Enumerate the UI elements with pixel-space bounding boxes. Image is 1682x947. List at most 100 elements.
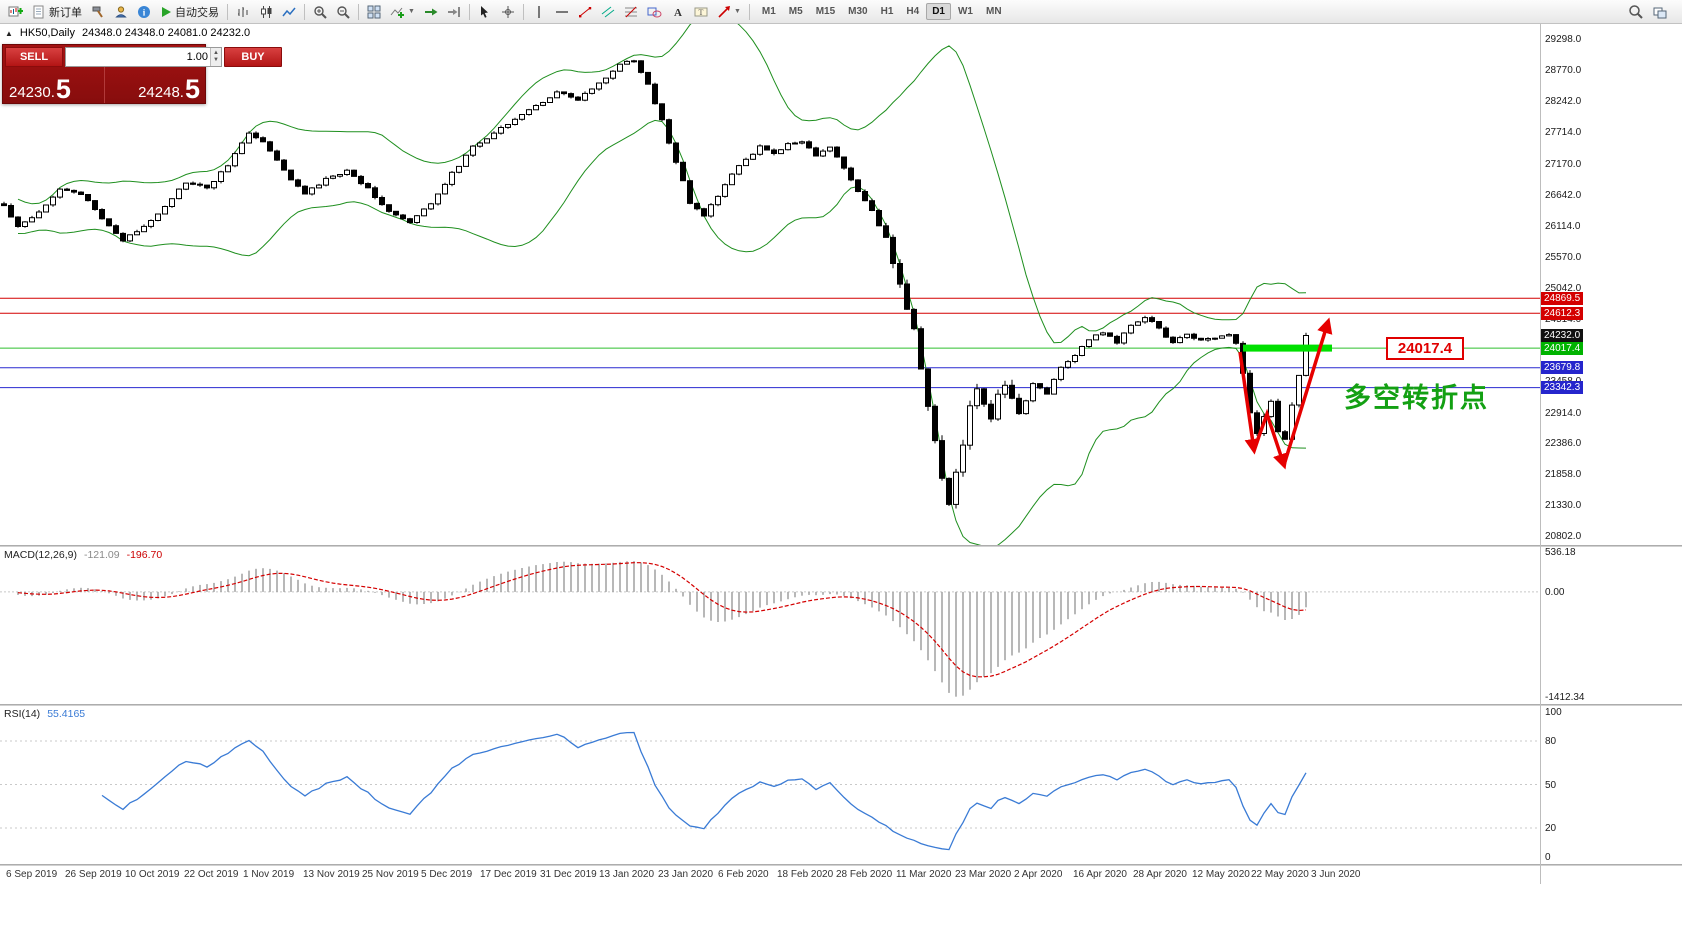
sell-button[interactable]: SELL (5, 47, 63, 67)
price-axis-label: 27714.0 (1545, 127, 1582, 138)
toolbar-separator (468, 3, 470, 20)
price-callout-box[interactable]: 24017.4 (1386, 337, 1464, 360)
toolbar-separator (227, 3, 228, 20)
trendline-icon[interactable] (574, 2, 596, 22)
macd-label: MACD(12,26,9) (4, 549, 77, 561)
rsi-panel[interactable] (0, 706, 1540, 864)
date-axis-label: 22 May 2020 (1251, 869, 1309, 880)
rsi-axis-label: 20 (1545, 823, 1557, 834)
date-axis-label: 25 Nov 2019 (362, 869, 419, 880)
info-icon[interactable]: i (133, 2, 155, 22)
timeframe-m15[interactable]: M15 (815, 6, 836, 17)
timeframe-h4[interactable]: H4 (906, 6, 920, 17)
indicators-icon[interactable]: ▼ (386, 2, 419, 22)
price-axis-label: 22914.0 (1545, 408, 1582, 419)
date-axis-label: 26 Sep 2019 (65, 869, 122, 880)
date-axis-label: 1 Nov 2019 (243, 869, 295, 880)
buy-price-main: 24248. (138, 84, 184, 101)
date-axis-label: 13 Nov 2019 (303, 869, 360, 880)
new-order-button[interactable]: 新订单 (28, 2, 86, 22)
horizontal-line-icon[interactable] (551, 2, 573, 22)
timeframe-d1[interactable]: D1 (926, 3, 951, 20)
vertical-line-icon[interactable] (528, 2, 550, 22)
svg-text:A: A (674, 7, 682, 19)
date-axis-label: 31 Dec 2019 (540, 869, 597, 880)
price-scale-border (1540, 24, 1541, 884)
svg-text:i: i (143, 7, 146, 17)
rsi-label: RSI(14) (4, 708, 41, 720)
panel-separator[interactable] (0, 545, 1682, 547)
fibonacci-icon[interactable] (620, 2, 642, 22)
volume-box: ▲ ▼ (65, 47, 222, 67)
buy-button[interactable]: BUY (224, 47, 282, 67)
volume-down-icon[interactable]: ▼ (213, 57, 219, 63)
macd-axis-label: -1412.34 (1545, 692, 1585, 703)
timeframe-m5[interactable]: M5 (788, 6, 803, 17)
date-axis-label: 23 Jan 2020 (658, 869, 714, 880)
tile-windows-icon[interactable] (363, 2, 385, 22)
trend-arrow-annotation[interactable] (1238, 317, 1333, 470)
volume-input[interactable] (66, 48, 210, 66)
timeframe-m30[interactable]: M30 (848, 6, 868, 17)
timeframe-w1[interactable]: W1 (957, 6, 973, 17)
volume-up-icon[interactable]: ▲ (213, 50, 219, 56)
price-axis-label: 29298.0 (1545, 34, 1582, 45)
macd-main-value: -121.09 (83, 549, 120, 561)
panel-separator[interactable] (0, 864, 1682, 866)
price-axis-label: 25042.0 (1545, 283, 1582, 294)
macd-panel[interactable] (0, 547, 1540, 704)
sell-price-big: 5 (55, 74, 71, 105)
main-chart-panel[interactable] (0, 24, 1540, 545)
zoom-out-icon[interactable] (332, 2, 354, 22)
price-tag: 24017.4 (1541, 342, 1584, 355)
candlestick-chart-icon[interactable] (255, 2, 277, 22)
turning-point-label[interactable]: 多空转折点 (1344, 383, 1489, 413)
support-zone-highlight[interactable] (1243, 344, 1332, 352)
auto-scroll-icon[interactable] (420, 2, 442, 22)
chart-area: ▲ HK50,Daily 24348.0 24348.0 24081.0 242… (0, 24, 1682, 886)
buy-price[interactable]: 24248. 5 (103, 67, 206, 103)
autotrading-label: 自动交易 (175, 6, 219, 19)
price-axis-label: 28242.0 (1545, 96, 1582, 107)
new-order-icon (32, 5, 46, 19)
arrow-object-icon[interactable]: ▼ (713, 2, 745, 22)
metaeditor-icon[interactable] (87, 2, 109, 22)
new-chart-icon[interactable] (4, 2, 27, 22)
date-axis-label: 28 Feb 2020 (836, 869, 893, 880)
shapes-icon[interactable] (643, 2, 666, 22)
bollinger-lower-band (17, 119, 1307, 545)
zoom-in-icon[interactable] (309, 2, 331, 22)
bar-chart-icon[interactable] (232, 2, 254, 22)
candlesticks (1, 59, 1309, 509)
accounts-icon[interactable] (110, 2, 132, 22)
rsi-axis-label: 80 (1545, 736, 1557, 747)
text-label-icon[interactable]: T (690, 2, 712, 22)
rsi-header: RSI(14) 55.4165 (4, 708, 85, 720)
chart-shift-icon[interactable] (443, 2, 465, 22)
date-axis-label: 23 Mar 2020 (955, 869, 1012, 880)
price-tag: 23679.8 (1541, 361, 1584, 374)
rsi-axis-label: 100 (1545, 707, 1562, 718)
search-icon[interactable] (1624, 2, 1647, 22)
macd-axis-label: 0.00 (1545, 587, 1565, 598)
crosshair-icon[interactable] (497, 2, 519, 22)
price-axis-label: 27170.0 (1545, 159, 1582, 170)
timeframe-m1[interactable]: M1 (761, 6, 776, 17)
date-axis-label: 16 Apr 2020 (1073, 869, 1127, 880)
text-icon[interactable]: A (667, 2, 689, 22)
new-order-label: 新订单 (49, 6, 82, 19)
autotrading-button[interactable]: 自动交易 (156, 2, 223, 22)
rsi-value: 55.4165 (47, 708, 86, 720)
timeframe-mn[interactable]: MN (985, 6, 1002, 17)
line-chart-icon[interactable] (278, 2, 300, 22)
channel-icon[interactable] (597, 2, 619, 22)
one-click-trading-panel: SELL ▲ ▼ BUY 24230.5 24248.5 (2, 44, 282, 104)
svg-text:T: T (698, 8, 703, 17)
windows-icon[interactable] (1649, 2, 1672, 22)
date-axis-label: 12 May 2020 (1192, 869, 1250, 880)
price-axis-label: 25570.0 (1545, 252, 1582, 263)
sell-price[interactable]: 24230. 5 (3, 67, 104, 103)
timeframe-h1[interactable]: H1 (880, 6, 894, 17)
panel-separator[interactable] (0, 704, 1682, 706)
cursor-icon[interactable] (474, 2, 496, 22)
